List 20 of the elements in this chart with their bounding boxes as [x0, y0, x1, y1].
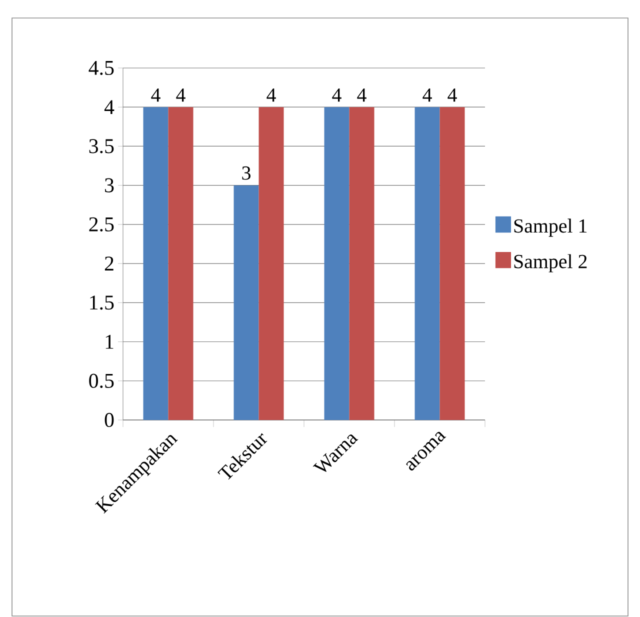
- data-label: 4: [266, 88, 276, 102]
- data-label: 4: [176, 88, 186, 102]
- y-tick-label: 0: [104, 412, 114, 428]
- data-label: 4: [422, 88, 432, 102]
- y-tick-label: 4.5: [88, 60, 114, 76]
- y-tick-label: 1.5: [90, 296, 114, 310]
- data-label: 3: [242, 166, 250, 180]
- y-tick-label: 3.5: [89, 139, 114, 154]
- data-label: 4: [332, 88, 342, 102]
- y-tick-label: 2.5: [89, 217, 114, 232]
- data-label: 4: [448, 88, 457, 102]
- y-tick-label: 0.5: [89, 374, 114, 388]
- y-tick-label: 2: [104, 256, 114, 270]
- y-tick-label: 3: [105, 178, 114, 192]
- legend-label: Sampel 1: [514, 218, 587, 237]
- data-label: 4: [357, 88, 366, 102]
- y-tick-label: 1: [106, 334, 114, 349]
- y-tick-label: 4: [104, 100, 114, 114]
- data-label: 4: [151, 88, 160, 102]
- legend-label: Sampel 2: [514, 254, 587, 272]
